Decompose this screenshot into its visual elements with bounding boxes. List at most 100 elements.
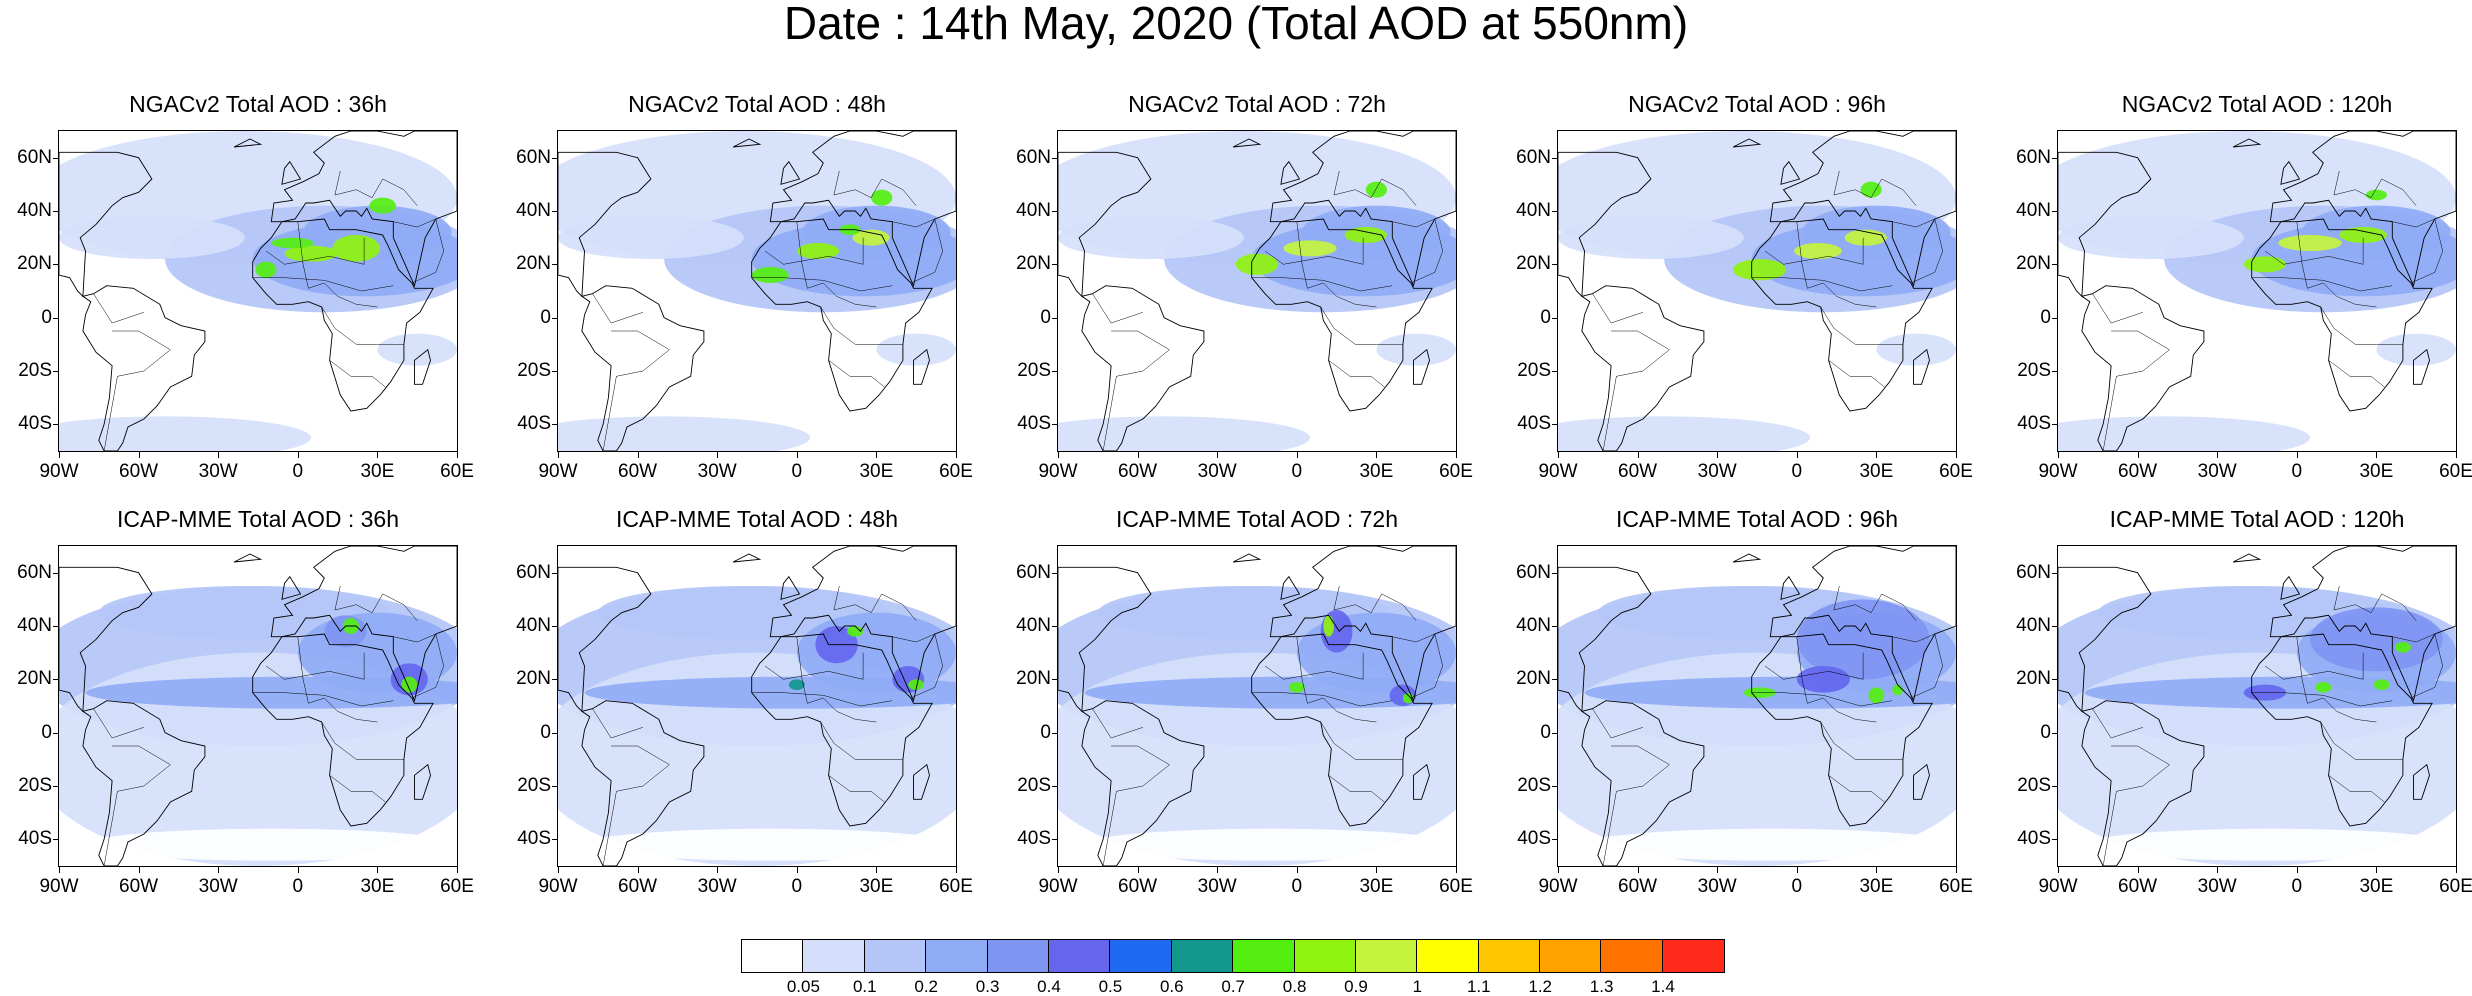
colorbar-label: 0.3 — [975, 977, 1000, 996]
lon-label: 90W — [39, 461, 79, 482]
aod-map — [1058, 546, 1456, 866]
lon-label: 0 — [292, 876, 304, 897]
coastline — [1769, 131, 1956, 288]
coastline — [1558, 151, 1652, 298]
country-border — [1320, 306, 1403, 345]
lon-tick — [2217, 867, 2219, 873]
lat-label: 0 — [1540, 306, 1551, 328]
colorbar-swatch — [864, 940, 927, 972]
country-border — [1833, 170, 1917, 206]
lon-tick — [637, 867, 639, 873]
aod-field — [85, 828, 457, 861]
coastline — [1058, 566, 1152, 713]
country-border — [1102, 745, 1170, 866]
coastline — [414, 348, 431, 385]
lon-label: 60W — [1618, 876, 1658, 897]
country-border — [2333, 585, 2417, 621]
aod-field — [98, 586, 391, 640]
coastline — [2413, 763, 2430, 800]
aod-field — [1288, 682, 1305, 693]
panel-title: ICAP-MME Total AOD : 72h — [1115, 506, 1399, 532]
country-border — [297, 636, 378, 723]
coastline — [2058, 566, 2152, 713]
colorbar — [741, 939, 1726, 973]
coastline — [1413, 348, 1430, 385]
lon-label: 30W — [1197, 876, 1237, 897]
lat-tick — [552, 424, 557, 426]
country-border — [892, 218, 943, 284]
coastline — [414, 763, 431, 800]
lat-tick — [1052, 679, 1057, 681]
aod-field — [2373, 679, 2390, 690]
lon-tick — [1956, 452, 1957, 458]
country-border — [1592, 708, 1643, 739]
lat-label: 60N — [17, 561, 52, 583]
lon-tick — [1717, 867, 1719, 873]
lat-tick — [1052, 264, 1057, 266]
lon-label: 30E — [360, 876, 395, 897]
lat-label: 40N — [1016, 200, 1051, 221]
aod-field — [2310, 607, 2443, 672]
coastline — [270, 546, 457, 703]
coastline — [732, 553, 762, 563]
lat-label: 20N — [1016, 668, 1051, 690]
lat-tick — [1052, 786, 1057, 787]
lon-tick — [59, 452, 60, 458]
lat-tick — [552, 317, 557, 319]
lon-tick — [1058, 867, 1059, 873]
coastline — [1232, 138, 1262, 148]
lon-label: 30W — [2197, 461, 2237, 482]
lat-label: 20S — [2017, 360, 2051, 381]
colorbar-label: 0.2 — [914, 977, 938, 996]
lat-tick — [1552, 626, 1557, 627]
lon-label: 0 — [1791, 461, 1803, 482]
lat-label: 0 — [1540, 721, 1551, 743]
aod-field — [2058, 216, 2244, 259]
coastline — [2058, 151, 2152, 298]
map-panel — [1057, 130, 1457, 452]
aod-field — [1097, 586, 1390, 640]
map-panel — [1057, 545, 1457, 867]
lat-tick — [2052, 424, 2057, 426]
lat-tick — [2052, 211, 2057, 212]
lat-tick — [53, 572, 58, 574]
lon-tick — [1637, 452, 1639, 458]
coastline — [1080, 285, 1205, 451]
lon-label: 30E — [360, 461, 395, 482]
lon-tick — [1217, 867, 1219, 873]
lon-label: 60W — [1618, 461, 1658, 482]
country-border — [2251, 692, 2393, 707]
aod-map — [558, 131, 956, 451]
panel-title: NGACv2 Total AOD : 48h — [628, 91, 886, 117]
lon-tick — [2217, 452, 2219, 458]
country-border — [1892, 218, 1943, 284]
lon-tick — [717, 867, 719, 873]
coastline — [2280, 160, 2301, 185]
lon-label: 30E — [1359, 461, 1394, 482]
country-border — [1333, 170, 1417, 206]
country-border — [1764, 237, 1864, 265]
colorbar-swatch — [1048, 940, 1111, 972]
lat-label: 0 — [540, 306, 551, 328]
country-border — [2320, 306, 2403, 345]
colorbar-swatch — [1110, 940, 1172, 972]
lat-tick — [1552, 157, 1557, 159]
country-border — [1828, 360, 1885, 388]
lat-label: 0 — [1040, 721, 1051, 743]
panel-title: NGACv2 Total AOD : 72h — [1128, 91, 1386, 117]
colorbar-label: 1.3 — [1589, 977, 1614, 996]
lat-tick — [53, 732, 58, 734]
lon-label: 60W — [1118, 876, 1158, 897]
lon-label: 60E — [440, 876, 474, 897]
aod-map — [59, 546, 457, 866]
lon-label: 60E — [1939, 461, 1973, 482]
lon-tick — [59, 867, 60, 873]
lon-tick — [2456, 867, 2457, 873]
coastline — [1751, 633, 1933, 827]
country-border — [297, 221, 378, 308]
panel-title: NGACv2 Total AOD : 96h — [1628, 91, 1886, 117]
lat-label: 40S — [1517, 828, 1551, 850]
colorbar-swatch — [1417, 940, 1479, 972]
aod-field — [852, 229, 890, 246]
